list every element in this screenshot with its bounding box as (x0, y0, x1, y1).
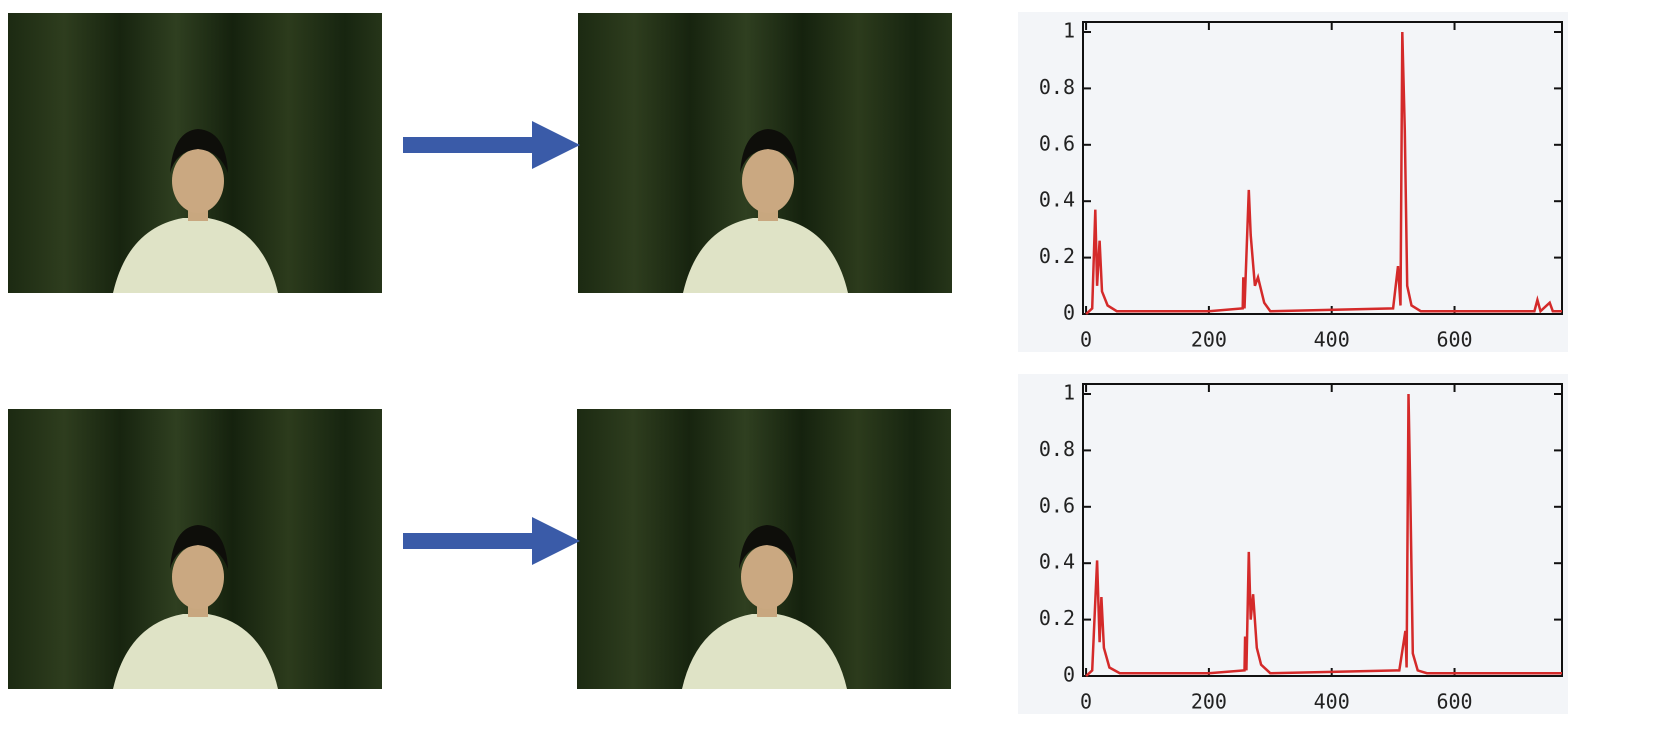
y-tick-label: 0.8 (1039, 75, 1075, 99)
arrow (403, 121, 580, 169)
arrow (403, 517, 580, 565)
x-tick-label: 600 (1436, 690, 1472, 714)
y-tick-label: 0.8 (1039, 437, 1075, 461)
x-tick-label: 400 (1314, 328, 1350, 352)
data-line (1085, 393, 1562, 677)
y-tick-label: 1 (1063, 19, 1075, 43)
y-tick-label: 0.2 (1039, 606, 1075, 630)
data-line (1085, 31, 1562, 315)
chart-background (1018, 12, 1568, 352)
chart-background (1018, 374, 1568, 714)
y-tick-label: 0.6 (1039, 493, 1075, 517)
x-tick-label: 400 (1314, 690, 1350, 714)
plot-frame (1082, 21, 1563, 315)
y-tick-label: 0.2 (1039, 244, 1075, 268)
y-tick-label: 0 (1063, 663, 1075, 687)
photo (578, 13, 952, 293)
photo (577, 409, 951, 689)
photo (8, 13, 382, 293)
x-tick-label: 0 (1080, 328, 1092, 352)
x-tick-label: 600 (1436, 328, 1472, 352)
photo (8, 409, 382, 689)
plot-frame (1082, 383, 1563, 677)
x-tick-label: 200 (1191, 690, 1227, 714)
y-tick-label: 1 (1063, 381, 1075, 405)
y-tick-label: 0.4 (1039, 550, 1075, 574)
x-tick-label: 0 (1080, 690, 1092, 714)
y-tick-label: 0.6 (1039, 131, 1075, 155)
x-tick-label: 200 (1191, 328, 1227, 352)
y-tick-label: 0.4 (1039, 188, 1075, 212)
y-tick-label: 0 (1063, 301, 1075, 325)
